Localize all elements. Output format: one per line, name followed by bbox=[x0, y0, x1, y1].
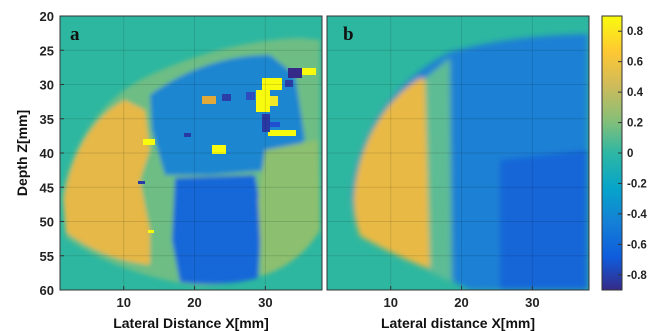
y-tick-label: 30 bbox=[40, 78, 54, 93]
spot-dark bbox=[246, 92, 255, 100]
spot-dark bbox=[138, 181, 145, 184]
colorbar-tick-label: -0.4 bbox=[627, 209, 647, 221]
y-tick-label: 55 bbox=[40, 249, 54, 264]
colorbar-tick-label: -0.2 bbox=[627, 178, 647, 190]
panel-a-left-lobe bbox=[64, 100, 150, 265]
colorbar-tick-label: -0.8 bbox=[627, 270, 647, 282]
colorbar-tick-label: 0.8 bbox=[627, 26, 644, 38]
panel-a: a 20 25 30 35 40 45 50 55 60 10 20 30 Lateral Dist… bbox=[14, 9, 323, 331]
panel-b-label: b bbox=[343, 24, 354, 45]
spot-bright bbox=[270, 96, 278, 106]
panel-b-heatmap bbox=[351, 34, 588, 290]
panel-a-y-ticks: 20 25 30 35 40 45 50 55 60 bbox=[40, 9, 64, 298]
y-tick-label: 60 bbox=[40, 283, 54, 298]
panel-a-right-side bbox=[258, 140, 320, 276]
x-tick-label: 30 bbox=[258, 295, 272, 310]
panel-b-grid bbox=[327, 16, 589, 290]
spot-bright bbox=[302, 68, 316, 75]
panel-b-left-band bbox=[353, 78, 432, 270]
spot-dark bbox=[270, 122, 280, 127]
y-tick-label: 40 bbox=[40, 146, 54, 161]
spot-bright bbox=[148, 230, 154, 233]
colorbar-tick-label: 0.4 bbox=[627, 87, 644, 99]
panel-b-x-axis-label: Lateral distance X[mm] bbox=[381, 315, 535, 331]
spot-orange bbox=[202, 96, 216, 104]
y-tick-label: 45 bbox=[40, 180, 54, 195]
panel-b-frame bbox=[326, 15, 590, 291]
spot-dark bbox=[288, 68, 302, 78]
spot-dark bbox=[184, 133, 191, 137]
x-tick-label: 10 bbox=[116, 295, 130, 310]
x-tick-label: 10 bbox=[383, 295, 397, 310]
panel-b: b 10 20 30 Lateral distance X[mm] bbox=[326, 15, 590, 331]
colorbar-tick-label: -0.6 bbox=[627, 239, 647, 251]
panel-a-center-lower bbox=[172, 175, 262, 285]
y-tick-label: 50 bbox=[40, 215, 54, 230]
colorbar-ticks: 0.8 0.6 0.4 0.2 0 -0.2 -0.4 -0.6 -0.8 bbox=[618, 26, 647, 282]
spot-bright bbox=[268, 130, 296, 136]
panel-a-x-ticks: 10 20 30 bbox=[116, 286, 273, 310]
spot-bright bbox=[143, 139, 155, 145]
colorbar-tick-label: 0.6 bbox=[627, 57, 643, 69]
y-tick-label: 35 bbox=[40, 112, 54, 127]
x-tick-label: 20 bbox=[454, 295, 468, 310]
x-tick-label: 20 bbox=[187, 295, 201, 310]
spot-dark bbox=[285, 80, 293, 87]
colorbar-tick-label: 0.2 bbox=[627, 118, 643, 130]
panel-a-label: a bbox=[70, 24, 80, 45]
y-tick-label: 20 bbox=[40, 9, 54, 24]
spot-bright bbox=[256, 90, 270, 112]
spot-dark bbox=[262, 114, 270, 132]
colorbar-tick-label: 0 bbox=[627, 148, 633, 160]
spot-dark bbox=[222, 94, 231, 101]
panel-b-right-dark bbox=[500, 150, 588, 290]
spot-bright bbox=[212, 145, 226, 154]
panel-a-y-axis-label: Depth Z[mm] bbox=[14, 110, 30, 196]
panel-b-x-ticks: 10 20 30 bbox=[383, 286, 540, 310]
panel-a-heatmap bbox=[62, 38, 320, 286]
panel-a-spots bbox=[138, 68, 316, 233]
colorbar: 0.8 0.6 0.4 0.2 0 -0.2 -0.4 -0.6 -0.8 bbox=[601, 15, 647, 291]
panel-b-transition-band bbox=[425, 58, 452, 282]
spot-bright bbox=[262, 78, 282, 90]
x-tick-label: 30 bbox=[525, 295, 539, 310]
y-tick-label: 25 bbox=[40, 43, 54, 58]
panel-a-grid bbox=[60, 16, 322, 290]
panel-a-x-axis-label: Lateral Distance X[mm] bbox=[113, 315, 269, 331]
